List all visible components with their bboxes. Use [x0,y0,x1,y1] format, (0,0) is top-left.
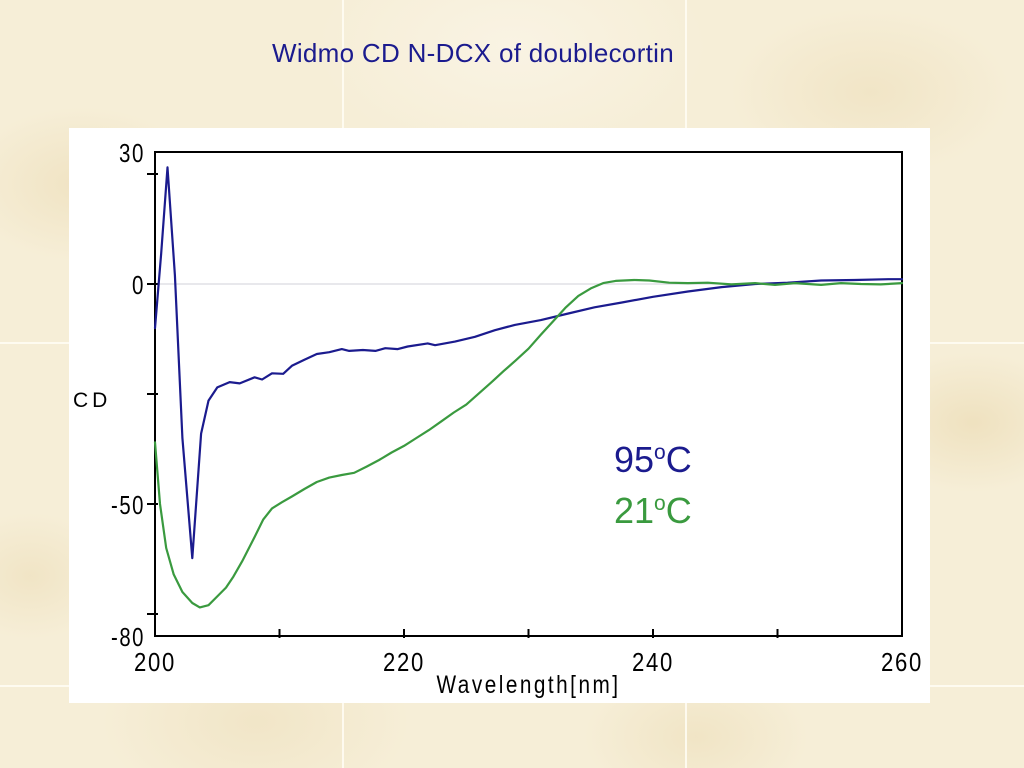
plot-frame [154,151,903,637]
slide-title: Widmo CD N-DCX of doublecortin [272,38,675,68]
x-tick-label: 220 [383,647,425,677]
curve-95oc [153,166,904,560]
chart-panel: 30 0 -50 -80 200 220 240 260 CD Wavelength[nm] 95… [69,128,930,703]
y-tick-label: 0 [132,270,145,300]
legend-degree-symbol: o [654,492,666,515]
legend-degree-symbol: o [654,441,666,464]
legend-item-95c: 95oC [614,431,692,482]
y-tick-label: -50 [111,490,145,520]
x-tick-label: 260 [881,647,923,677]
y-tick-label: -80 [111,622,145,652]
x-axis-title: Wavelength[nm] [437,671,621,699]
y-axis-title: CD [73,389,111,412]
y-tick-label: 30 [119,138,145,168]
chart-legend: 95oC 21oC [614,431,692,533]
legend-temp: 21 [614,490,655,531]
x-tick-label: 200 [134,647,176,677]
legend-unit: C [665,490,692,531]
curve-21oc [153,278,904,609]
legend-temp: 95 [614,439,655,480]
legend-item-21c: 21oC [614,482,692,533]
legend-unit: C [665,439,692,480]
x-tick-label: 240 [632,647,674,677]
